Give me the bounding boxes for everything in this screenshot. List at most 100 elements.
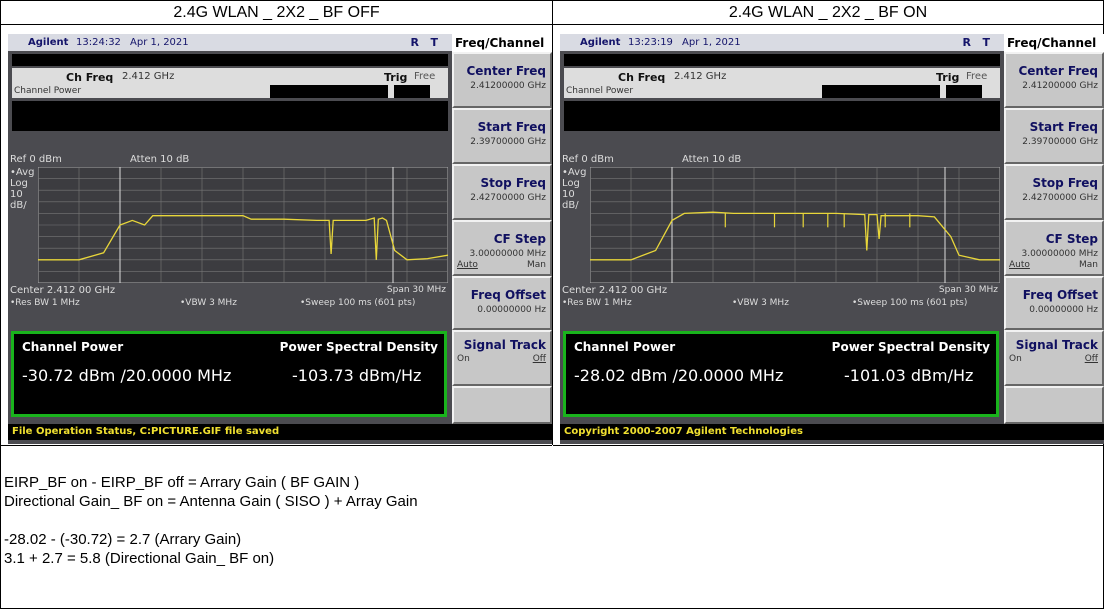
trig: Free [414, 71, 435, 82]
spectrum-graph [590, 167, 1000, 283]
notes: EIRP_BF on - EIRP_BF off = Arrary Gain (… [4, 473, 418, 568]
softkey[interactable]: Center Freq 2.41200000 GHz [1004, 52, 1104, 108]
softkey-option: Off [1085, 354, 1098, 364]
flags: R T [411, 34, 438, 51]
softkey-value: 2.41200000 GHz [1022, 81, 1098, 91]
ref: Ref 0 dBm [562, 154, 614, 165]
softkey-label: Start Freq [478, 120, 546, 134]
trig-label: Trig [384, 71, 407, 84]
scale-unit: dB/ [562, 200, 579, 211]
scale-unit: dB/ [10, 200, 27, 211]
atten: Atten 10 dB [682, 154, 741, 165]
softkey-value: 2.42700000 GHz [1022, 193, 1098, 203]
top-bar: Agilent13:23:19Apr 1, 2021R T [560, 34, 1004, 51]
black-bar [12, 101, 448, 131]
sweep: •Sweep 100 ms (601 pts) [300, 298, 415, 308]
menu-title: Freq/Channel [1004, 34, 1104, 52]
softkey[interactable] [1004, 386, 1104, 424]
ch-freq: 2.412 GHz [674, 71, 726, 82]
menu-title: Freq/Channel [452, 34, 552, 52]
softkey[interactable] [452, 386, 552, 424]
softkey-label: Freq Offset [1023, 288, 1098, 302]
softkey-value: 3.00000000 MHz [1021, 249, 1098, 259]
header-cell: 2.4G WLAN _ 2X2 _ BF OFF [1, 1, 552, 25]
black-bar [394, 85, 430, 98]
analyzer-screenshot: Agilent 13:24:32 Apr 1, 2021 R T Freq/Channe… [8, 34, 552, 444]
softkey-label: CF Step [1046, 232, 1098, 246]
brand: Agilent [28, 34, 68, 51]
softkey[interactable]: Signal Track On Off [1004, 330, 1104, 386]
atten: Atten 10 dB [130, 154, 189, 165]
softkey-label: CF Step [494, 232, 546, 246]
flags: R T [963, 34, 990, 51]
softkey-label: Signal Track [1016, 338, 1098, 352]
softkey-option: Man [527, 260, 546, 270]
softkey-option: On [457, 354, 470, 364]
top-bar: Agilent 13:24:32 Apr 1, 2021 R T [8, 34, 452, 51]
results-box: Channel PowerPower Spectral Density-30.7… [11, 331, 447, 417]
time: 13:24:32 [76, 34, 121, 51]
black-bar [270, 85, 388, 98]
log: Log [562, 178, 580, 189]
scale: 10 [562, 189, 575, 200]
results-box: Channel PowerPower Spectral Density-28.0… [563, 331, 999, 417]
softkey-value: 2.39700000 GHz [1022, 137, 1098, 147]
res-bw: •Res BW 1 MHz [562, 298, 632, 308]
softkey-label: Freq Offset [471, 288, 546, 302]
page: 2.4G WLAN _ 2X2 _ BF OFF 2.4G WLAN _ 2X2… [0, 0, 1104, 609]
result-value: -30.72 dBm /20.0000 MHz [22, 366, 231, 385]
result-value: -103.73 dBm/Hz [292, 366, 421, 385]
softkey[interactable]: Stop Freq 2.42700000 GHz [1004, 164, 1104, 220]
spectrum-graph [38, 167, 448, 283]
softkey-value: 3.00000000 MHz [469, 249, 546, 259]
span: Span 30 MHz [387, 285, 446, 295]
span: Span 30 MHz [939, 285, 998, 295]
center-freq: Center 2.412 00 GHz [10, 285, 115, 296]
softkey-label: Center Freq [1018, 64, 1098, 78]
vbw: •VBW 3 MHz [180, 298, 237, 308]
date: Apr 1, 2021 [682, 34, 741, 51]
sweep: •Sweep 100 ms (601 pts) [852, 298, 967, 308]
status-bar: Copyright 2000-2007 Agilent Technologies [560, 424, 1104, 440]
screenshot-cell: Agilent 13:24:32 Apr 1, 2021 R T Freq/Channe… [1, 25, 552, 446]
softkey-label: Center Freq [466, 64, 546, 78]
softkey-value: 0.00000000 Hz [1029, 305, 1098, 315]
res-bw: •Res BW 1 MHz [10, 298, 80, 308]
avg: •Avg [10, 167, 34, 178]
note-line: Directional Gain_ BF on = Antenna Gain (… [4, 492, 418, 511]
spacer [4, 511, 418, 530]
mode: Channel Power [566, 86, 633, 96]
brand: Agilent [580, 34, 620, 51]
result-label: Channel Power [22, 340, 123, 354]
date: Apr 1, 2021 [130, 34, 189, 51]
black-bar [12, 54, 448, 66]
mode: Channel Power [14, 86, 81, 96]
log: Log [10, 178, 28, 189]
vbw: •VBW 3 MHz [732, 298, 789, 308]
ch-freq-label: Ch Freq [66, 71, 113, 84]
scale: 10 [10, 189, 23, 200]
note-line: EIRP_BF on - EIRP_BF off = Arrary Gain (… [4, 473, 418, 492]
result-label: Channel Power [574, 340, 675, 354]
softkey-label: Signal Track [464, 338, 546, 352]
note-line: -28.02 - (-30.72) = 2.7 (Arrary Gain) [4, 530, 418, 549]
trig: Free [966, 71, 987, 82]
result-value: -101.03 dBm/Hz [844, 366, 973, 385]
softkey-option: Auto [457, 260, 478, 270]
softkey-option: Man [1079, 260, 1098, 270]
softkey-label: Stop Freq [1033, 176, 1098, 190]
softkey-option: On [1009, 354, 1022, 364]
avg: •Avg [562, 167, 586, 178]
center-freq: Center 2.412 00 GHz [562, 285, 667, 296]
softkey[interactable]: Freq Offset 0.00000000 Hz [1004, 276, 1104, 330]
black-bar [822, 85, 940, 98]
